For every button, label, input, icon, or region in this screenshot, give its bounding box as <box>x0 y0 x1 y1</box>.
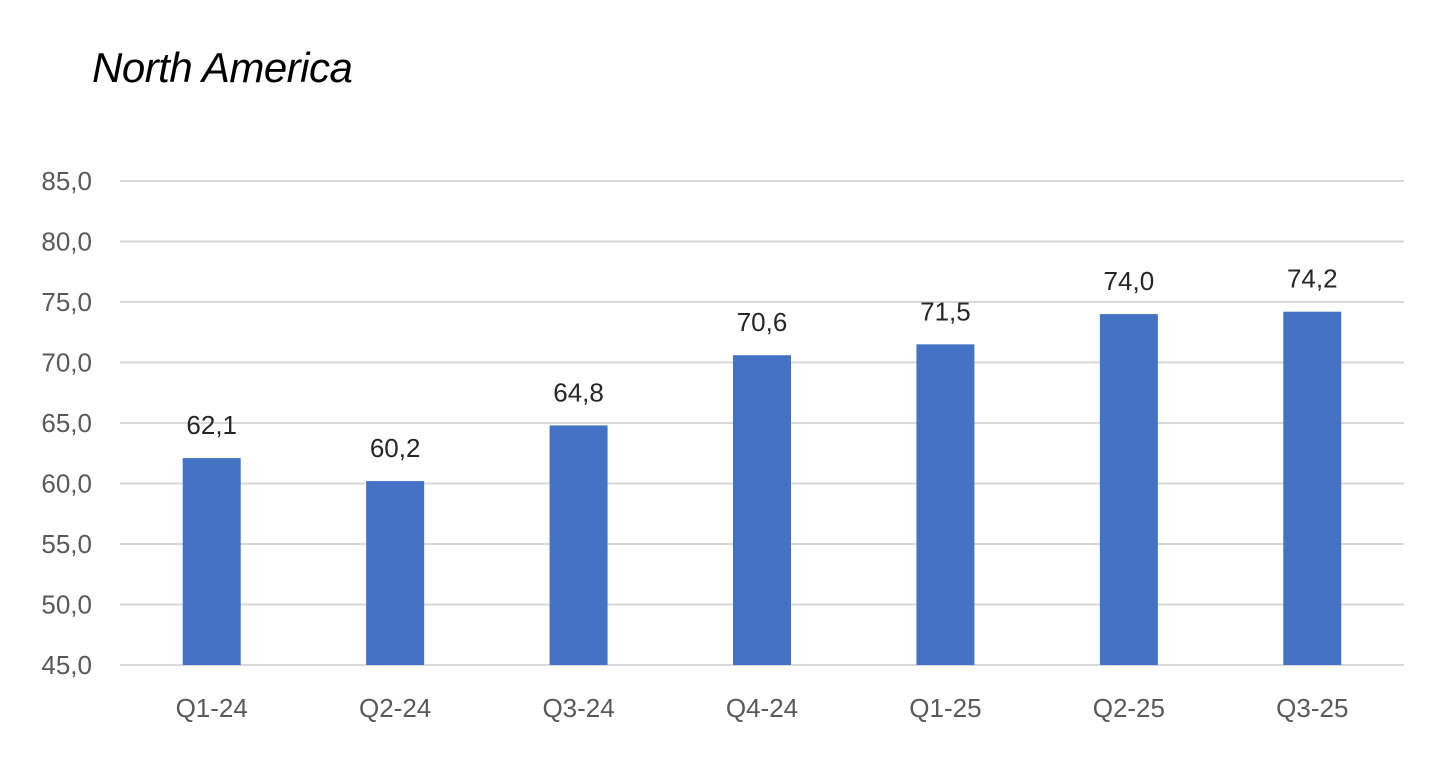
data-label: 60,2 <box>370 433 421 463</box>
y-tick-label: 85,0 <box>41 166 92 196</box>
y-tick-label: 75,0 <box>41 287 92 317</box>
y-tick-label: 55,0 <box>41 529 92 559</box>
y-tick-label: 45,0 <box>41 650 92 680</box>
data-label: 71,5 <box>920 296 971 326</box>
data-label: 74,0 <box>1104 266 1155 296</box>
bar <box>733 355 791 665</box>
bar <box>182 458 241 665</box>
y-tick-label: 70,0 <box>41 348 92 378</box>
x-tick-label: Q3-24 <box>542 693 614 723</box>
y-tick-label: 65,0 <box>41 408 92 438</box>
data-labels: 62,1 60,2 64,8 70,6 71,5 74,0 74,2 <box>186 264 1337 463</box>
data-label: 74,2 <box>1287 264 1338 294</box>
data-label: 62,1 <box>186 410 237 440</box>
y-tick-label: 60,0 <box>41 469 92 499</box>
bar <box>1283 311 1342 665</box>
bar <box>1099 314 1158 665</box>
x-tick-label: Q1-25 <box>909 693 981 723</box>
y-tick-label: 80,0 <box>41 227 92 257</box>
data-label: 64,8 <box>553 377 604 407</box>
y-axis-tick-labels: 45,0 50,0 55,0 60,0 65,0 70,0 75,0 80,0 85,0 <box>41 166 92 680</box>
x-axis-tick-labels: Q1-24 Q2-24 Q3-24 Q4-24 Q1-25 Q2-25 Q3-25 <box>176 693 1349 723</box>
bar <box>366 481 425 665</box>
bar <box>916 344 975 665</box>
bars <box>182 311 1342 665</box>
x-tick-label: Q2-25 <box>1093 693 1165 723</box>
x-tick-label: Q1-24 <box>176 693 248 723</box>
bar <box>549 425 608 665</box>
x-tick-label: Q2-24 <box>359 693 431 723</box>
y-tick-label: 50,0 <box>41 590 92 620</box>
x-tick-label: Q4-24 <box>726 693 798 723</box>
chart-title: North America <box>92 44 353 91</box>
x-tick-label: Q3-25 <box>1276 693 1348 723</box>
data-label: 70,6 <box>737 307 788 337</box>
